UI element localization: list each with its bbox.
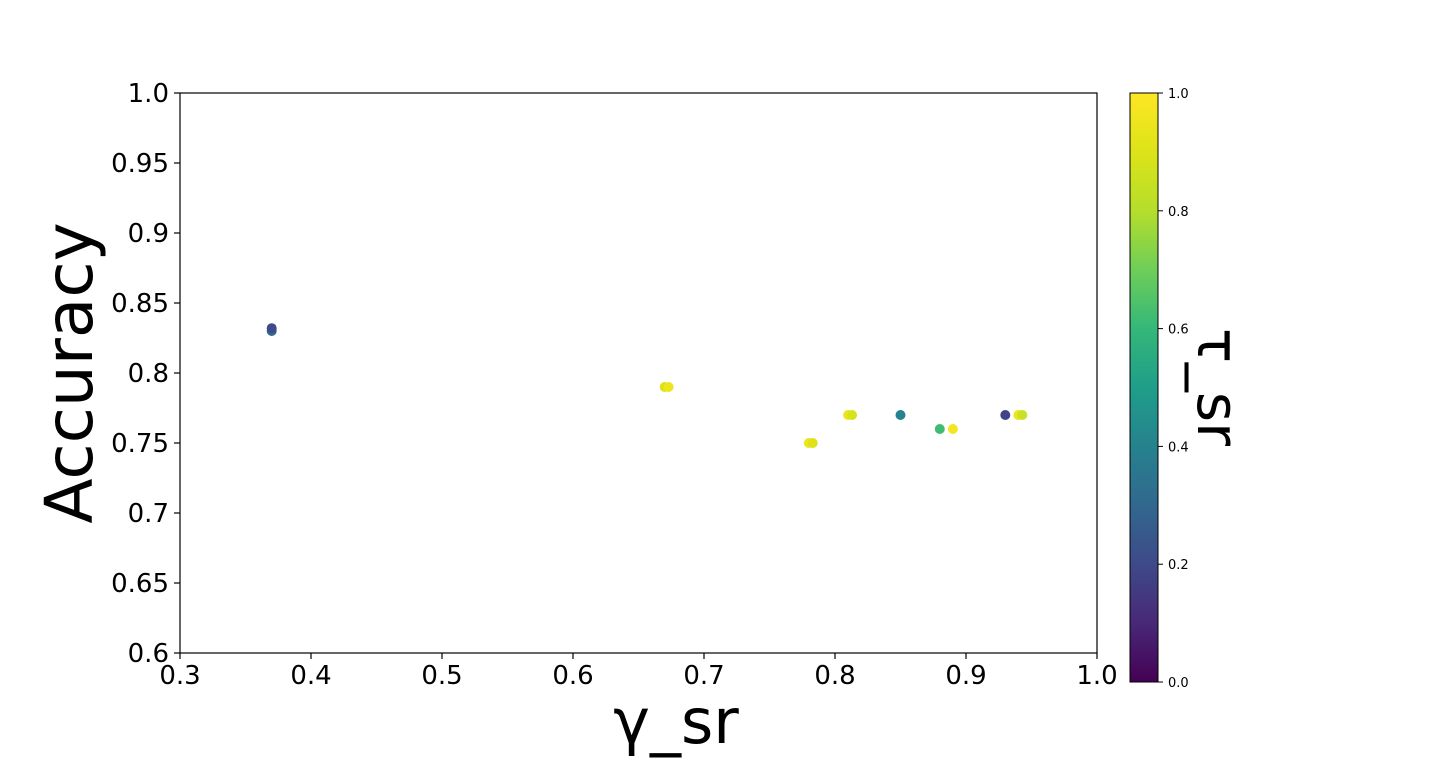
data-point-1: [266, 323, 277, 334]
colorbar-tick-label: 0.6: [1168, 323, 1189, 338]
colorbar-tick-label: 0.2: [1168, 558, 1189, 573]
data-point-7: [847, 410, 858, 420]
y-tick-label: 0.6: [128, 639, 169, 669]
y-tick-label: 0.7: [128, 499, 169, 529]
x-tick-label: 0.8: [814, 661, 855, 691]
x-tick-label: 0.6: [552, 661, 593, 691]
colorbar-tick-label: 0.4: [1168, 440, 1189, 455]
data-point-3: [663, 382, 674, 392]
x-tick-label: 0.9: [945, 661, 986, 691]
y-tick-label: 0.85: [111, 289, 169, 319]
data-point-11: [1000, 410, 1011, 420]
data-point-8: [895, 410, 906, 420]
colorbar-tick-label: 0.0: [1168, 676, 1189, 691]
data-point-5: [807, 438, 818, 448]
y-tick-label: 0.75: [111, 429, 169, 459]
x-tick-label: 0.3: [159, 661, 200, 691]
plot-area-frame: [179, 92, 1098, 654]
y-tick-label: 0.8: [128, 359, 169, 389]
y-tick-label: 0.9: [128, 219, 169, 249]
y-tick-label: 0.65: [111, 569, 169, 599]
data-point-9: [934, 424, 945, 434]
x-tick-label: 0.7: [683, 661, 724, 691]
data-point-13: [1017, 410, 1028, 420]
colorbar-tick-label: 1.0: [1168, 87, 1189, 102]
colorbar-axis: 0.0 0.2 0.4 0.6 0.8 1.0: [1158, 87, 1189, 691]
x-tick-label: 1.0: [1076, 661, 1117, 691]
x-axis: 0.3 0.4 0.5 0.6 0.7 0.8 0.9 1.0: [159, 653, 1118, 691]
x-axis-label: γ_sr: [613, 685, 739, 758]
colorbar: [1129, 92, 1159, 683]
y-tick-label: 1.0: [128, 79, 169, 109]
data-point-10: [947, 424, 958, 434]
colorbar-label: τ_sr: [1184, 328, 1252, 446]
x-tick-label: 0.4: [290, 661, 331, 691]
x-tick-label: 0.5: [421, 661, 462, 691]
data-points: [266, 323, 1028, 448]
y-axis-label: Accuracy: [31, 222, 108, 523]
y-tick-label: 0.95: [111, 149, 169, 179]
colorbar-tick-label: 0.8: [1168, 205, 1189, 220]
y-axis: 0.6 0.65 0.7 0.75 0.8 0.85 0.9 0.95 1.0: [111, 79, 180, 669]
